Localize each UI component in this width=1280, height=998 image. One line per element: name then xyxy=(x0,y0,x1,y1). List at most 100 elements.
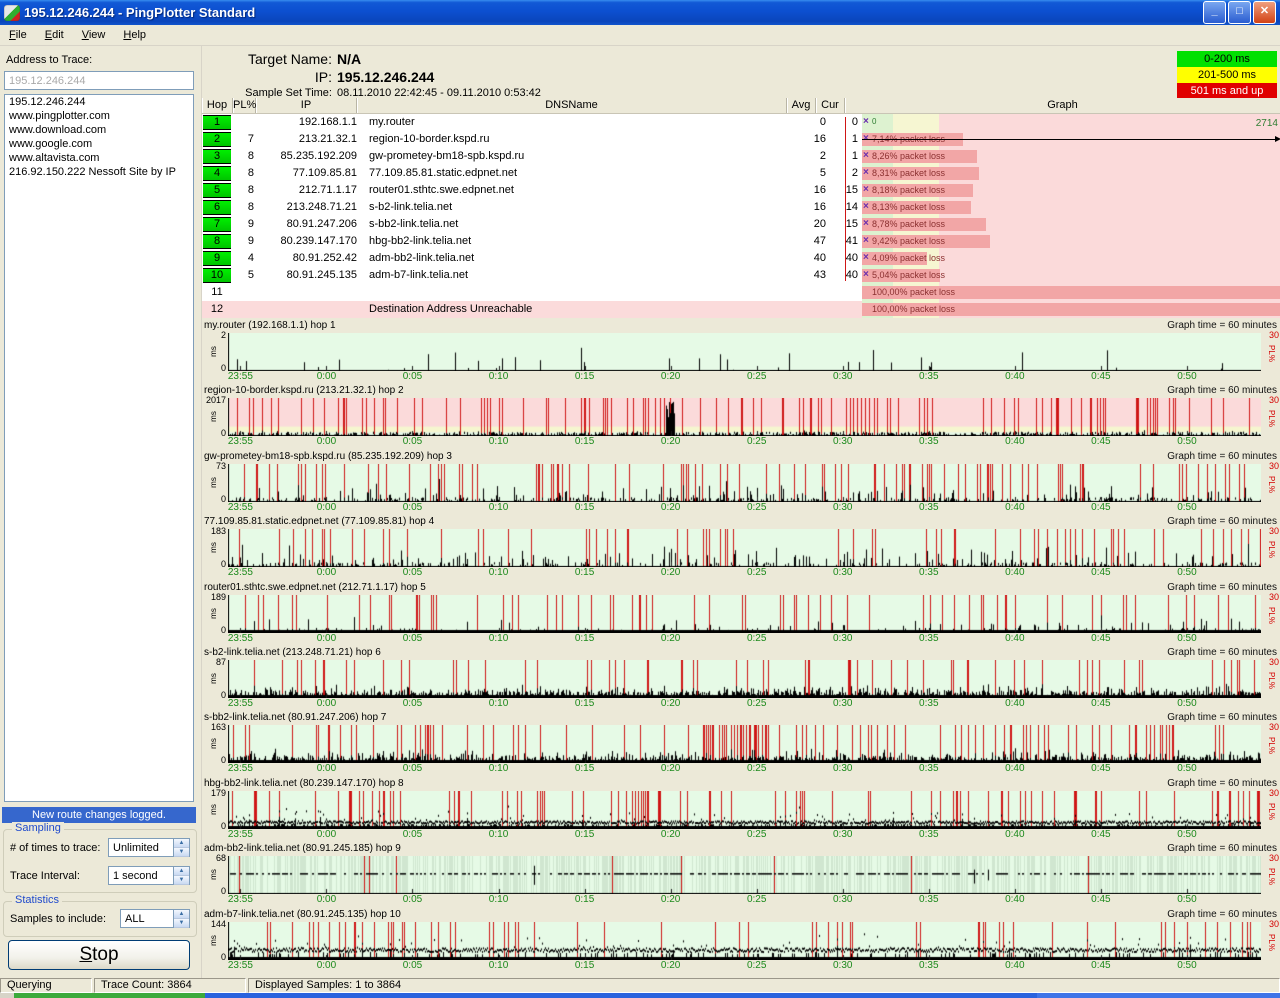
column-header-avg[interactable]: Avg xyxy=(787,98,816,113)
samples-to-include-spinner[interactable]: ALL ▲ ▼ xyxy=(120,909,190,928)
menu-view[interactable]: View xyxy=(81,29,106,41)
graph-canvas xyxy=(228,790,1261,829)
graph-canvas xyxy=(228,856,1261,895)
hop-number: 5 xyxy=(202,182,232,199)
graph-title: adm-b7-link.telia.net (80.91.245.135) ho… xyxy=(204,908,401,920)
target-list-item[interactable]: 195.12.246.244 xyxy=(9,96,86,108)
menu-file[interactable]: File xyxy=(9,29,27,41)
column-header-ip[interactable]: IP xyxy=(256,98,357,113)
hop-dnsname: gw-prometey-bm18-spb.kspd.ru xyxy=(369,150,525,162)
hop-row-8[interactable]: 8 9 80.239.147.170 hbg-bb2-link.telia.net 47… xyxy=(202,233,1280,250)
y-axis-min-label: 0 xyxy=(220,951,226,962)
column-header-cur[interactable]: Cur xyxy=(816,98,845,113)
trace-interval-spinner[interactable]: 1 second ▲ ▼ xyxy=(108,866,190,885)
timeline-graph-hop-7[interactable]: s-bb2-link.telia.net (80.91.247.206) hop… xyxy=(202,712,1280,777)
column-header-pl[interactable]: PL% xyxy=(233,98,257,113)
hop-dnsname: router01.sthtc.swe.edpnet.net xyxy=(369,184,514,196)
graph-title: 77.109.85.81.static.edpnet.net (77.109.8… xyxy=(204,516,435,528)
target-list[interactable]: 195.12.246.244 www.pingplotter.com www.dow… xyxy=(4,94,194,802)
times-to-trace-spinner[interactable]: Unlimited ▲ ▼ xyxy=(108,838,190,857)
hop-row-6[interactable]: 6 8 213.248.71.21 s-b2-link.telia.net 16 14 8,… xyxy=(202,199,1280,216)
timeline-graph-hop-10[interactable]: adm-b7-link.telia.net (80.91.245.135) ho… xyxy=(202,909,1280,974)
x-tick-label: 0:10 xyxy=(488,959,509,971)
timeline-graph-hop-2[interactable]: region-10-border.kspd.ru (213.21.32.1) h… xyxy=(202,385,1280,450)
column-header-graph[interactable]: Graph xyxy=(845,98,1280,113)
target-list-item[interactable]: www.google.com xyxy=(9,138,93,150)
spin-up-icon[interactable]: ▲ xyxy=(174,839,189,848)
x-axis-ticks: 23:55 0:00 0:05 0:10 0:15 0:20 0:25 0:30 0:35 0:4… xyxy=(202,763,1280,776)
pl-axis-label: PL% xyxy=(1267,737,1277,755)
hop-number: 9 xyxy=(202,250,232,267)
timeline-graph-hop-1[interactable]: my.router (192.168.1.1) hop 1 Graph time … xyxy=(202,320,1280,385)
timeline-graph-hop-5[interactable]: router01.sthtc.swe.edpnet.net (212.71.1.… xyxy=(202,582,1280,647)
packet-loss-pct xyxy=(232,284,257,301)
hop-row-12[interactable]: 12 Destination Address Unreachable 100,00%… xyxy=(202,301,1280,318)
hop-row-1[interactable]: 1 192.168.1.1 my.router 0 0 × 0 2714 xyxy=(202,114,1280,131)
packet-loss-label: 8,13% packet loss xyxy=(872,202,946,212)
timeline-graph-hop-3[interactable]: gw-prometey-bm18-spb.kspd.ru (85.235.192… xyxy=(202,451,1280,516)
x-tick-label: 0:05 xyxy=(402,894,423,906)
graph-title: adm-bb2-link.telia.net (80.91.245.185) h… xyxy=(204,843,401,855)
hop-ip: 80.91.245.135 xyxy=(286,269,357,281)
packet-loss-label: 100,00% packet loss xyxy=(872,304,956,314)
menu-edit[interactable]: Edit xyxy=(44,29,64,41)
packet-loss-label: 9,42% packet loss xyxy=(872,236,946,246)
x-tick-label: 0:45 xyxy=(1091,763,1111,775)
graph-canvas xyxy=(228,921,1261,960)
pl-axis-label: PL% xyxy=(1267,475,1277,493)
y-axis-min-label: 0 xyxy=(220,559,226,570)
timeline-graph-hop-9[interactable]: adm-bb2-link.telia.net (80.91.245.185) h… xyxy=(202,843,1280,908)
hop-row-3[interactable]: 3 8 85.235.192.209 gw-prometey-bm18-spb.ksp… xyxy=(202,148,1280,165)
x-tick-label: 23:55 xyxy=(227,436,253,448)
hop-cur xyxy=(830,284,862,301)
hop-cur: 1 xyxy=(851,133,858,145)
graph-time-label: Graph time = 60 minutes xyxy=(1167,843,1277,855)
x-tick-label: 0:00 xyxy=(316,371,337,382)
spin-down-icon[interactable]: ▼ xyxy=(174,876,189,885)
maximize-button[interactable]: □ xyxy=(1228,1,1251,24)
minimize-button[interactable]: _ xyxy=(1203,1,1226,24)
timeline-graph-hop-6[interactable]: s-b2-link.telia.net (213.248.71.21) hop … xyxy=(202,647,1280,712)
target-list-item[interactable]: www.pingplotter.com xyxy=(9,110,110,122)
hop-row-2[interactable]: 2 7 213.21.32.1 region-10-border.kspd.ru 16 1… xyxy=(202,131,1280,148)
hop-row-4[interactable]: 4 8 77.109.85.81 77.109.85.81.static.edpnet… xyxy=(202,165,1280,182)
x-tick-label: 0:45 xyxy=(1091,371,1111,382)
target-list-item[interactable]: www.altavista.com xyxy=(9,152,100,164)
hop-row-11[interactable]: 11 100,00% packet loss xyxy=(202,284,1280,301)
pl-axis-max-label: 30 xyxy=(1268,395,1279,406)
spin-down-icon[interactable]: ▼ xyxy=(174,848,189,857)
x-tick-label: 0:05 xyxy=(402,567,423,579)
pl-axis-label: PL% xyxy=(1267,933,1277,951)
ms-axis-label: ms xyxy=(208,411,218,423)
column-header-dnsname[interactable]: DNSName xyxy=(357,98,787,113)
address-input[interactable] xyxy=(4,71,194,90)
x-tick-label: 0:05 xyxy=(402,828,423,840)
close-button[interactable]: ✕ xyxy=(1253,1,1276,24)
ms-axis-label: ms xyxy=(208,934,218,946)
ms-axis-label: ms xyxy=(208,607,218,619)
pl-axis-max-label: 30 xyxy=(1268,853,1279,864)
hop-number: 2 xyxy=(202,131,232,148)
spin-up-icon[interactable]: ▲ xyxy=(174,910,189,919)
graph-plot-area: 179 0 ms 30 PL% xyxy=(202,788,1280,831)
timeline-graph-hop-4[interactable]: 77.109.85.81.static.edpnet.net (77.109.8… xyxy=(202,516,1280,581)
spin-up-icon[interactable]: ▲ xyxy=(174,867,189,876)
hop-cur: 0 xyxy=(851,116,858,128)
menu-help[interactable]: Help xyxy=(123,29,147,41)
stop-button[interactable]: Stop xyxy=(8,940,190,970)
hop-row-9[interactable]: 9 4 80.91.252.42 adm-bb2-link.telia.net 40 40… xyxy=(202,250,1280,267)
hop-row-10[interactable]: 10 5 80.91.245.135 adm-b7-link.telia.net 43 4… xyxy=(202,267,1280,284)
x-tick-label: 0:00 xyxy=(316,959,337,971)
x-tick-label: 0:45 xyxy=(1091,501,1111,513)
target-list-item[interactable]: 216.92.150.222 Nessoft Site by IP xyxy=(9,166,176,178)
hop-row-5[interactable]: 5 8 212.71.1.17 router01.sthtc.swe.edpnet.n… xyxy=(202,182,1280,199)
statistics-title: Statistics xyxy=(12,894,63,906)
packet-loss-pct: 8 xyxy=(247,150,254,162)
spin-down-icon[interactable]: ▼ xyxy=(174,919,189,928)
x-tick-label: 0:10 xyxy=(488,828,509,840)
main-panel: Target Name: N/A IP: 195.12.246.244 Samp… xyxy=(201,45,1280,978)
timeline-graph-hop-8[interactable]: hbg-bb2-link.telia.net (80.239.147.170) … xyxy=(202,778,1280,843)
hop-row-7[interactable]: 7 9 80.91.247.206 s-bb2-link.telia.net 20 15 8… xyxy=(202,216,1280,233)
column-header-hop[interactable]: Hop xyxy=(202,98,233,113)
target-list-item[interactable]: www.download.com xyxy=(9,124,107,136)
